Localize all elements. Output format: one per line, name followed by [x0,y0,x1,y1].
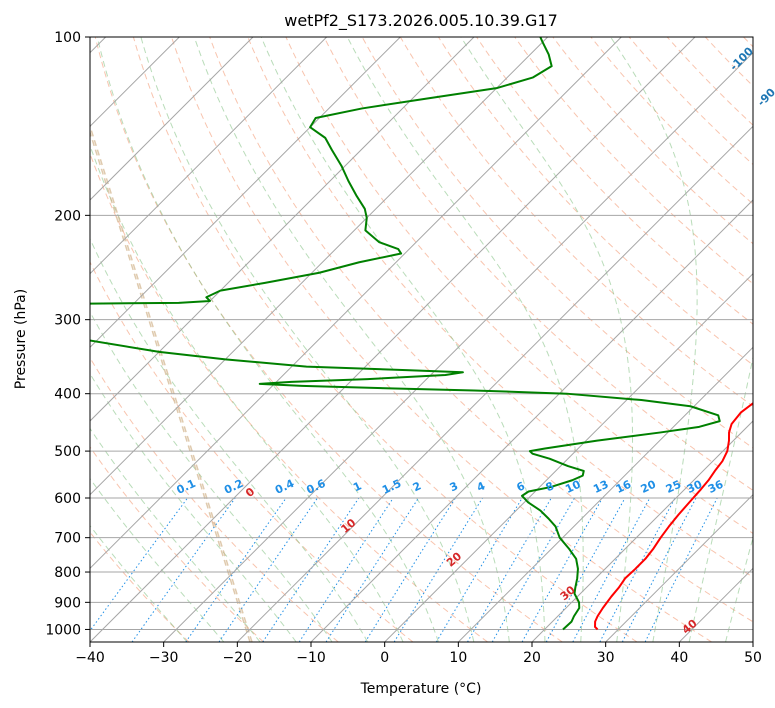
isotherm [90,37,328,275]
dry-adiabat [285,37,753,535]
isotherm [310,199,753,642]
moist-adiabat [260,37,546,642]
dry-adiabat [209,37,753,623]
x-axis: −40 −30 −20 −10 0 10 20 30 40 50 [75,642,762,666]
x-tick-label: −30 [149,650,179,666]
temperature-profile [594,402,753,631]
tan-curve [90,130,251,642]
dry-adiabat [132,37,638,642]
dry-adiabat [514,37,753,285]
x-tick-label: 30 [597,650,615,666]
moist-adiabat [140,37,475,642]
y-tick-label: 200 [54,208,81,224]
mixing-ratio-line [131,497,236,642]
dry-adiabat [90,260,414,642]
moist-adiabat [193,37,510,642]
x-tick-label: 40 [670,650,688,666]
y-tick-label: 500 [54,444,81,460]
mixing-ratio-line [599,497,676,642]
moist-adiabat [460,37,634,642]
mixing-ratio-line [262,497,360,642]
x-tick-label: 50 [744,650,762,666]
y-axis: 1000 900 800 700 600 500 400 300 200 100 [45,30,90,638]
dewpoint-profile [90,37,721,631]
moist-adiabat [610,37,698,642]
moist-adiabat [90,477,225,642]
dry-adiabat [247,37,753,578]
mixing-ratio-label: 25 [664,478,683,496]
moist-adiabat [688,355,753,642]
dry-adiabat [90,446,264,642]
plot-frame [89,36,754,643]
mixing-ratio-line [572,497,651,642]
y-tick-label: 700 [54,531,81,547]
moist-adiabat [90,372,297,642]
mixing-ratio-line [90,497,188,632]
x-axis-label: Temperature (°C) [360,681,482,697]
isotherm [90,37,622,570]
moist-adiabat [90,310,333,642]
mixing-ratio-line [435,497,523,642]
y-tick-label: 100 [54,30,81,46]
y-tick-label: 1000 [45,622,81,638]
y-axis-label: Pressure (hPa) [13,289,29,389]
moist-adiabat [96,37,439,642]
mixing-ratio-label: 30 [685,478,705,496]
mixing-ratio-label: 20 [639,478,659,496]
isobar-grid [90,37,753,642]
mixing-ratio-line [621,497,697,642]
x-tick-label: 0 [380,650,389,666]
isotherm [90,37,549,496]
dry-adiabat [323,37,753,491]
dry-adiabat [171,37,713,642]
moist-adiabat [90,427,261,642]
moist-adiabat [90,524,188,642]
isotherm [605,493,753,642]
isotherm [163,51,753,642]
y-tick-label: 900 [54,595,81,611]
mixing-ratio-line [364,497,456,642]
isotherm [90,37,401,349]
y-tick-label: 300 [54,313,81,329]
moist-adiabat [725,535,753,642]
moist-adiabat [90,144,404,642]
dry-adiabat [476,37,753,325]
chart-title: wetPf2_S173.2026.005.10.39.G17 [284,11,558,31]
y-tick-label: 600 [54,491,81,507]
y-tick-label: 800 [54,565,81,581]
mixing-ratio-label: 13 [591,478,610,496]
x-tick-label: 20 [523,650,541,666]
tan-curve [90,123,253,642]
y-tick-label: 400 [54,387,81,403]
moist-adiabat [346,37,584,642]
x-tick-label: −20 [223,650,253,666]
dry-adiabat [90,356,339,642]
x-tick-label: 10 [449,650,467,666]
isotherm [384,272,753,642]
mixing-ratio-line [644,497,718,642]
mixing-ratio-line [545,497,626,642]
mixing-ratio-line [393,497,483,642]
x-tick-label: −10 [296,650,326,666]
moist-adiabat [90,237,369,642]
isotherm [90,37,696,642]
isotherm [531,420,753,642]
isotherm [90,37,254,201]
background-lines [90,37,753,642]
plot-area [90,37,753,642]
series-layer [90,37,753,631]
isotherm [90,37,475,422]
isotherm [457,346,753,642]
isotherm [236,125,753,642]
mixing-ratio-label: 10 [563,478,583,496]
mixing-ratio-label: 16 [614,478,634,496]
mixing-ratio-label: 36 [706,478,726,496]
x-tick-label: −40 [75,650,105,666]
